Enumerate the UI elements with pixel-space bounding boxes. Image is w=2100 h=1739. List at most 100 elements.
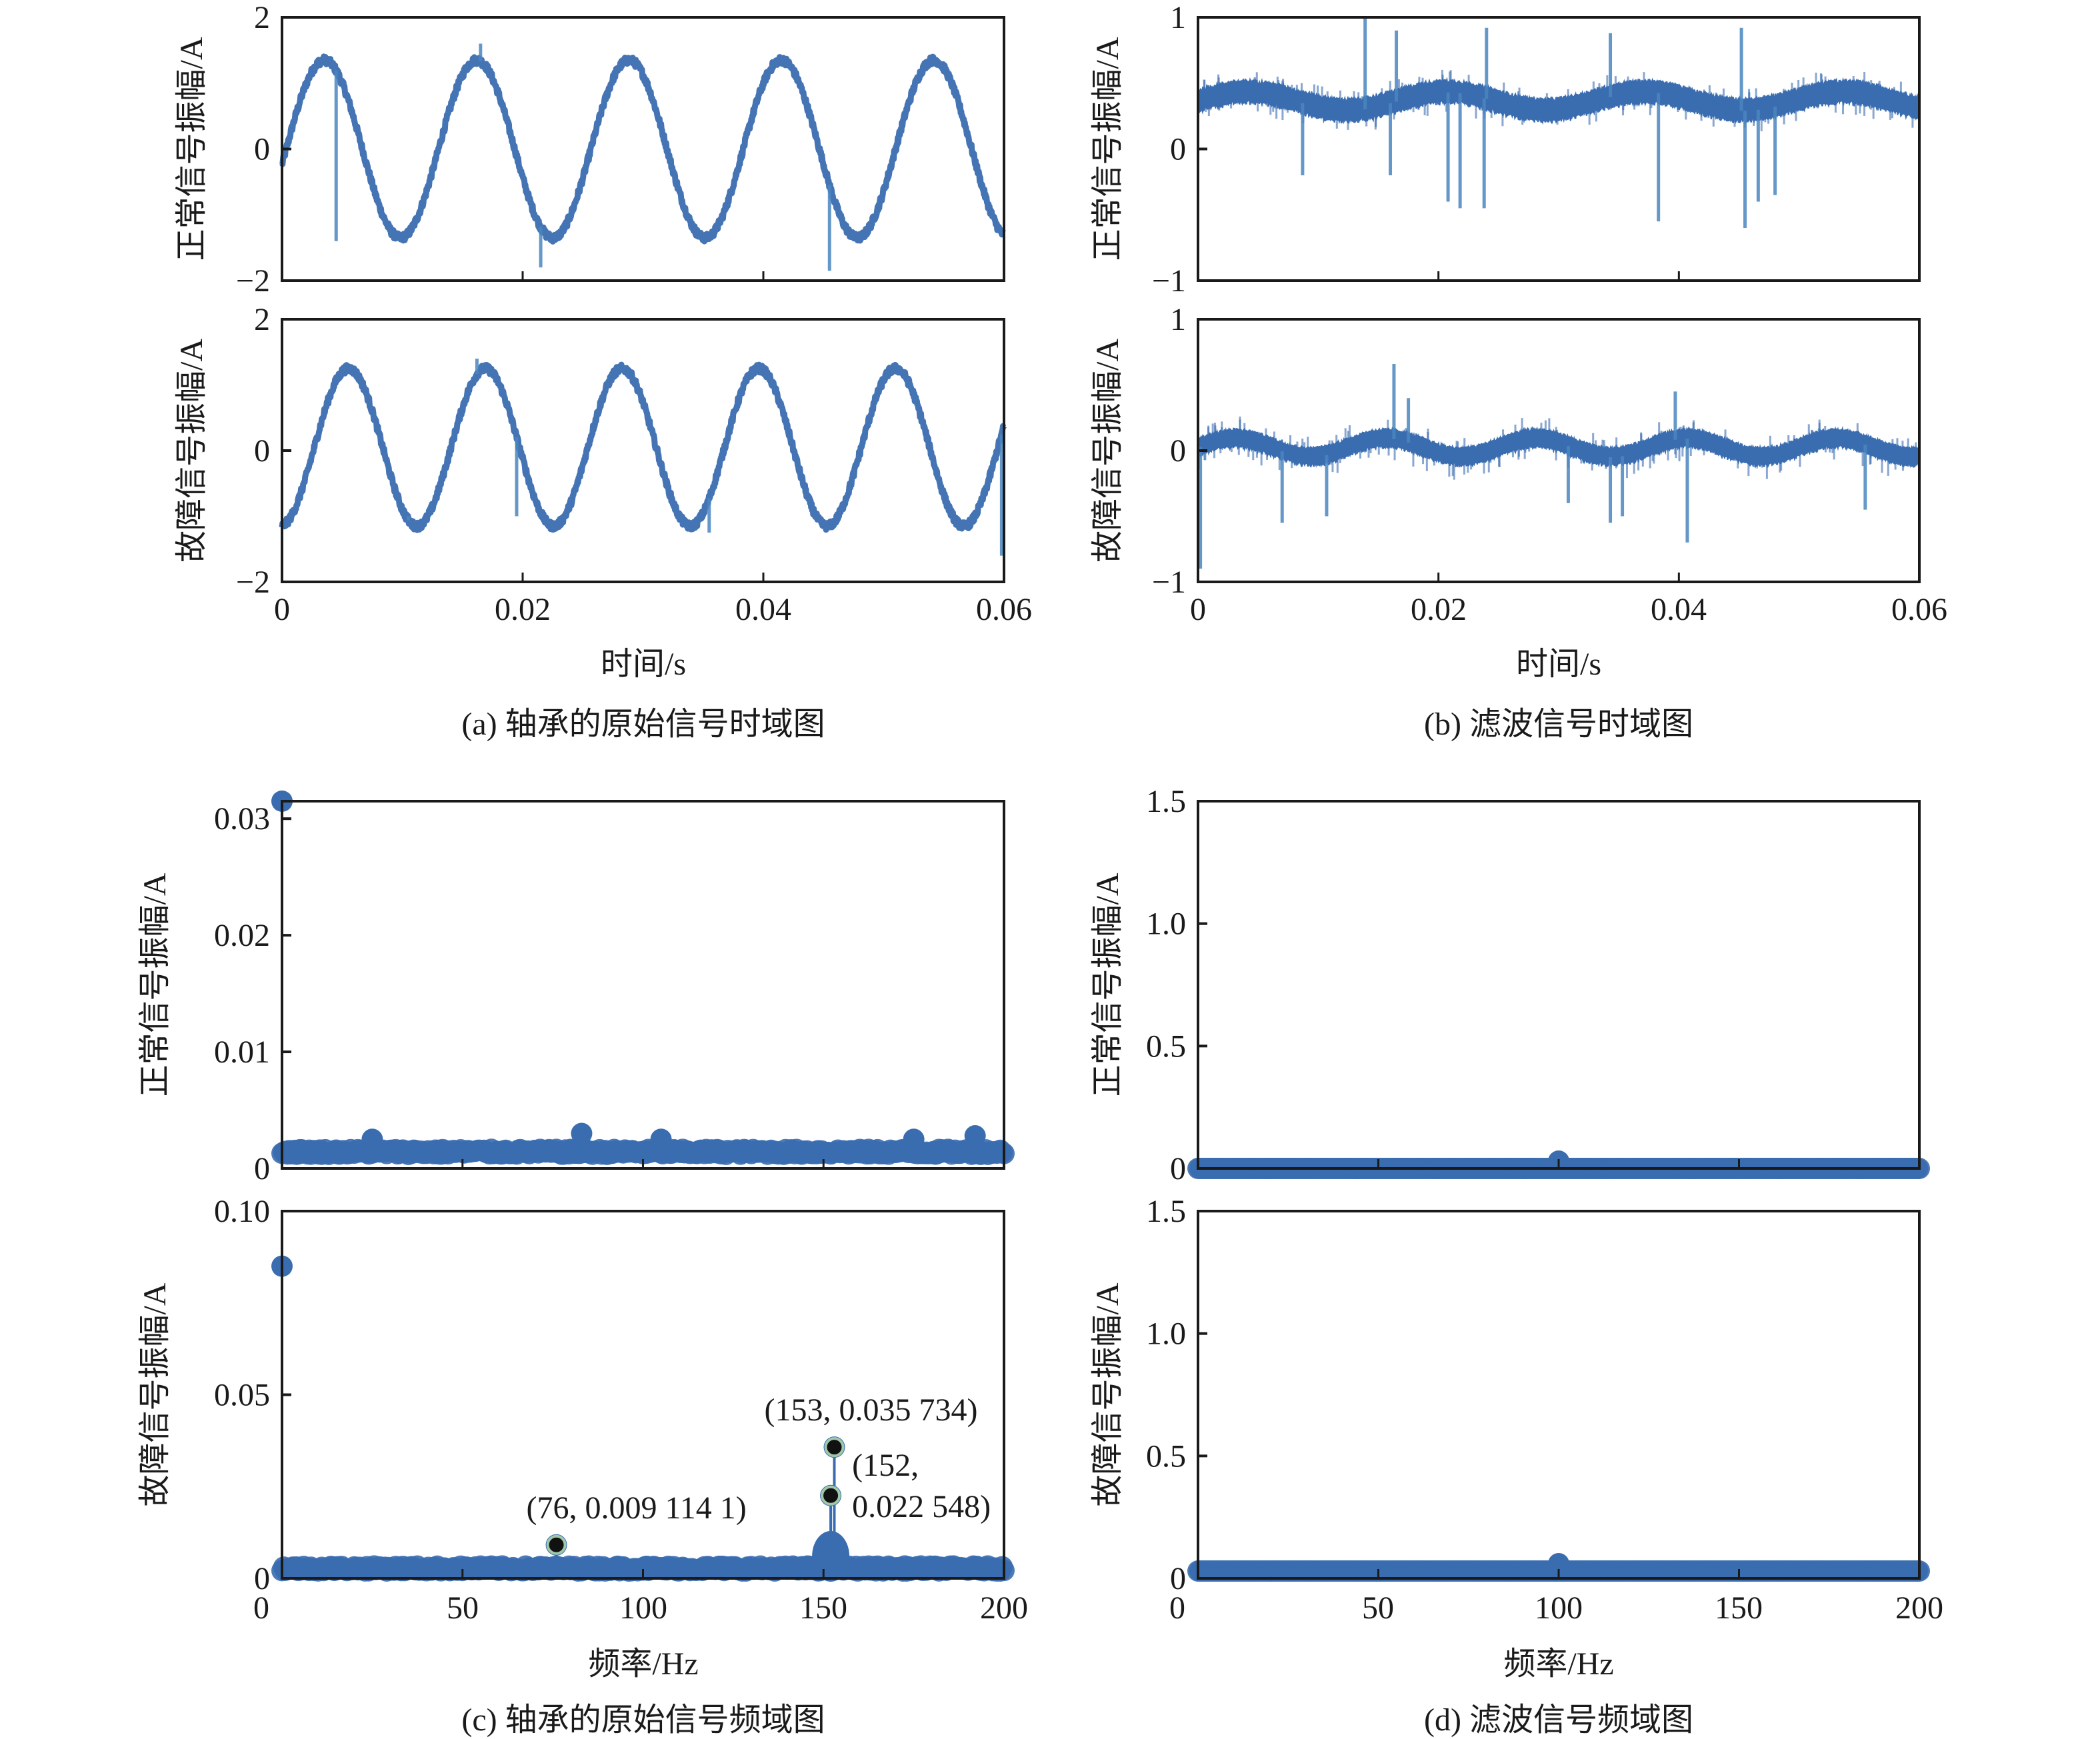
ytick-label: 0.05 [214, 1378, 270, 1413]
xtick-label: 100 [619, 1590, 667, 1626]
plot-frame [1197, 16, 1921, 282]
panel-c-caption: (c) 轴承的原始信号频域图 [461, 1702, 825, 1738]
xtick-label: 0 [1169, 1590, 1185, 1626]
ytick-label: 1.5 [1146, 784, 1186, 819]
xtick-label: 200 [980, 1590, 1028, 1626]
series-d-top [1187, 1150, 1930, 1179]
panel-a-xlabel: 时间/s [601, 647, 686, 682]
subplot-a-top: −2 0 2 正常信号振幅/A [174, 0, 1007, 299]
ytick-label: 1.0 [1146, 1316, 1186, 1352]
subplot-d-top: 0 0.5 1.0 1.5 正常信号振幅/A [1090, 784, 1930, 1186]
ytick-label: 0.01 [214, 1034, 270, 1070]
subplot-c-bottom: (76, 0.009 114 1) (153, 0.035 734) (152, 0.… [137, 1194, 1015, 1596]
panel-b-xlabel: 时间/s [1516, 647, 1601, 682]
ytick-label: 0.5 [1146, 1438, 1186, 1474]
peak-point [903, 1128, 925, 1150]
subplot-b-top: −1 0 1 正常信号振幅/A [1090, 0, 1921, 299]
ytick-label: 0 [254, 1151, 270, 1186]
xtick-label: 0.02 [1411, 592, 1467, 627]
ytick-label: 0 [1170, 1561, 1186, 1596]
ytick-label: 0 [1170, 433, 1186, 469]
ytick-label: 1 [1170, 302, 1186, 337]
panel-d-xticks: 0 50 100 150 200 [1169, 1590, 1943, 1626]
subplot-b-bottom: −1 0 1 故障信号振幅/A [1090, 302, 1921, 600]
ytick-label: 0 [254, 1561, 270, 1596]
plot-frame [1197, 800, 1921, 1170]
ylabel: 正常信号振幅/A [1090, 37, 1125, 261]
subplot-c-top: 0 0.01 0.02 0.03 正常信号振幅/A [137, 791, 1015, 1186]
subplot-a-bottom: −2 0 2 故障信号振幅/A [174, 302, 1007, 600]
series-d-bottom [1187, 1552, 1930, 1582]
ytick-label: −2 [236, 565, 270, 600]
peak-point [964, 1125, 986, 1147]
xtick-label: 150 [799, 1590, 847, 1626]
annotation-label: 0.022 548) [852, 1489, 991, 1524]
ytick-label: 0.5 [1146, 1028, 1186, 1064]
ytick-label: 0 [254, 132, 270, 167]
ylabel: 故障信号振幅/A [174, 339, 209, 563]
ytick-label: 0 [1170, 1151, 1186, 1186]
xtick-label: 0.02 [495, 592, 551, 627]
xtick-label: 0.06 [1891, 592, 1947, 627]
series-a-bottom [279, 359, 1007, 556]
xtick-label: 0.06 [976, 592, 1032, 627]
spectrum-baseline [1187, 1158, 1930, 1179]
ylabel: 正常信号振幅/A [1090, 872, 1125, 1096]
series-a-top [279, 43, 1007, 271]
plot-frame [281, 318, 1005, 583]
series-b-bottom [1197, 363, 1921, 569]
ytick-label: 0.10 [214, 1194, 270, 1229]
ylabel: 故障信号振幅/A [137, 1282, 173, 1506]
ytick-label: 2 [254, 0, 270, 35]
ytick-label: 1.0 [1146, 906, 1186, 942]
panel-d-caption: (d) 滤波信号频域图 [1424, 1702, 1693, 1738]
ylabel: 正常信号振幅/A [174, 37, 209, 261]
series-c-bottom: (76, 0.009 114 1) (153, 0.035 734) (152, 0.… [271, 1255, 1015, 1582]
ytick-label: 0.02 [214, 918, 270, 953]
signal-line [279, 361, 1007, 533]
ytick-label: 0 [254, 433, 270, 469]
ytick-label: 0 [1170, 132, 1186, 167]
annotation-label: (153, 0.035 734) [764, 1392, 977, 1428]
annotated-point [824, 1437, 845, 1458]
xtick-label: 0 [253, 1590, 269, 1626]
annotated-point [546, 1534, 567, 1555]
ytick-label: −1 [1152, 263, 1186, 299]
panel-b-caption: (b) 滤波信号时域图 [1424, 707, 1693, 742]
annotated-point [821, 1485, 841, 1506]
panel-a-xticks: 0 0.02 0.04 0.06 [274, 592, 1032, 627]
series-b-top [1197, 17, 1920, 228]
ytick-label: −1 [1152, 565, 1186, 600]
xtick-label: 150 [1715, 1590, 1763, 1626]
plot-frame [281, 800, 1005, 1170]
ytick-label: 2 [254, 302, 270, 337]
xtick-label: 0.04 [1651, 592, 1707, 627]
annotation-label: (152, [852, 1448, 919, 1483]
xtick-label: 100 [1535, 1590, 1583, 1626]
ylabel: 故障信号振幅/A [1090, 1282, 1125, 1506]
peak-point [1548, 1552, 1569, 1574]
spectrum-baseline [271, 1138, 1015, 1166]
ytick-label: 1.5 [1146, 1194, 1186, 1229]
ytick-label: −2 [236, 263, 270, 299]
subplot-d-bottom: 0 0.5 1.0 1.5 故障信号振幅/A [1090, 1194, 1930, 1596]
peak-point [361, 1128, 383, 1150]
ytick-label: 0.03 [214, 801, 270, 837]
peak-point [650, 1128, 672, 1150]
spectrum-baseline [271, 1555, 1015, 1582]
signal-line [279, 53, 1007, 245]
xtick-label: 0.04 [735, 592, 791, 627]
panel-c-xticks: 0 50 100 150 200 [253, 1590, 1028, 1626]
panel-c-xlabel: 频率/Hz [588, 1646, 698, 1682]
annotation-label: (76, 0.009 114 1) [527, 1490, 747, 1526]
xtick-label: 50 [447, 1590, 479, 1626]
panel-d-xlabel: 频率/Hz [1503, 1646, 1613, 1682]
panel-b-xticks: 0 0.02 0.04 0.06 [1190, 592, 1947, 627]
ytick-label: 1 [1170, 0, 1186, 35]
peak-point [571, 1122, 593, 1144]
ylabel: 故障信号振幅/A [1090, 339, 1125, 563]
plot-frame [1197, 1210, 1921, 1580]
xtick-label: 0 [1190, 592, 1206, 627]
xtick-label: 0 [274, 592, 290, 627]
